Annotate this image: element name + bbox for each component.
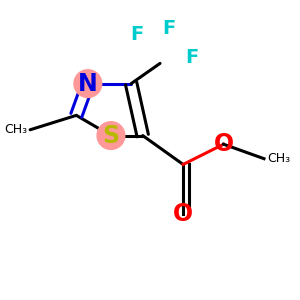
Text: S: S: [102, 124, 119, 148]
Circle shape: [74, 70, 102, 98]
Text: CH₃: CH₃: [267, 152, 290, 165]
Text: O: O: [173, 202, 193, 226]
Circle shape: [97, 122, 125, 149]
Text: N: N: [78, 72, 98, 96]
Text: F: F: [162, 19, 175, 38]
Text: F: F: [130, 25, 144, 44]
Text: O: O: [214, 132, 234, 156]
Text: CH₃: CH₃: [4, 123, 27, 136]
Text: F: F: [185, 48, 198, 67]
